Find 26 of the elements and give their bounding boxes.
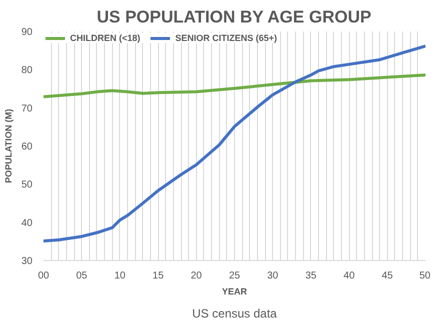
- line-series: [44, 44, 426, 243]
- x-tick-label: 10: [114, 270, 126, 282]
- x-tick-label: 30: [267, 270, 279, 282]
- chart-title: US POPULATION BY AGE GROUP: [96, 8, 372, 26]
- y-axis-title: POPULATION (M): [3, 108, 14, 184]
- x-tick-label: 20: [190, 270, 202, 282]
- y-tick-label: 90: [21, 27, 33, 38]
- x-tick-label: 05: [76, 270, 88, 282]
- x-axis-title: YEAR: [222, 286, 248, 296]
- y-tick-label: 40: [21, 218, 33, 229]
- legend-label: CHILDREN (<18): [70, 33, 140, 43]
- text: US census data: [192, 306, 278, 320]
- x-tick-label: 25: [228, 270, 240, 282]
- y-tick-label: 70: [21, 103, 33, 114]
- x-tick-label: 45: [382, 270, 394, 282]
- x-tick-label: 15: [152, 270, 164, 282]
- x-tick-label: 35: [305, 270, 317, 282]
- line-series: [44, 74, 426, 98]
- y-tick-label: 50: [21, 180, 33, 191]
- x-tick-label: 50: [419, 270, 431, 282]
- y-tick-label: 80: [21, 65, 33, 76]
- y-tick-label: 60: [21, 142, 33, 152]
- x-tick-label: 40: [344, 270, 356, 282]
- y-tick-label: 30: [21, 256, 33, 267]
- legend-label: SENIOR CITIZENS (65+): [175, 33, 278, 43]
- x-tick-label: 00: [38, 270, 50, 282]
